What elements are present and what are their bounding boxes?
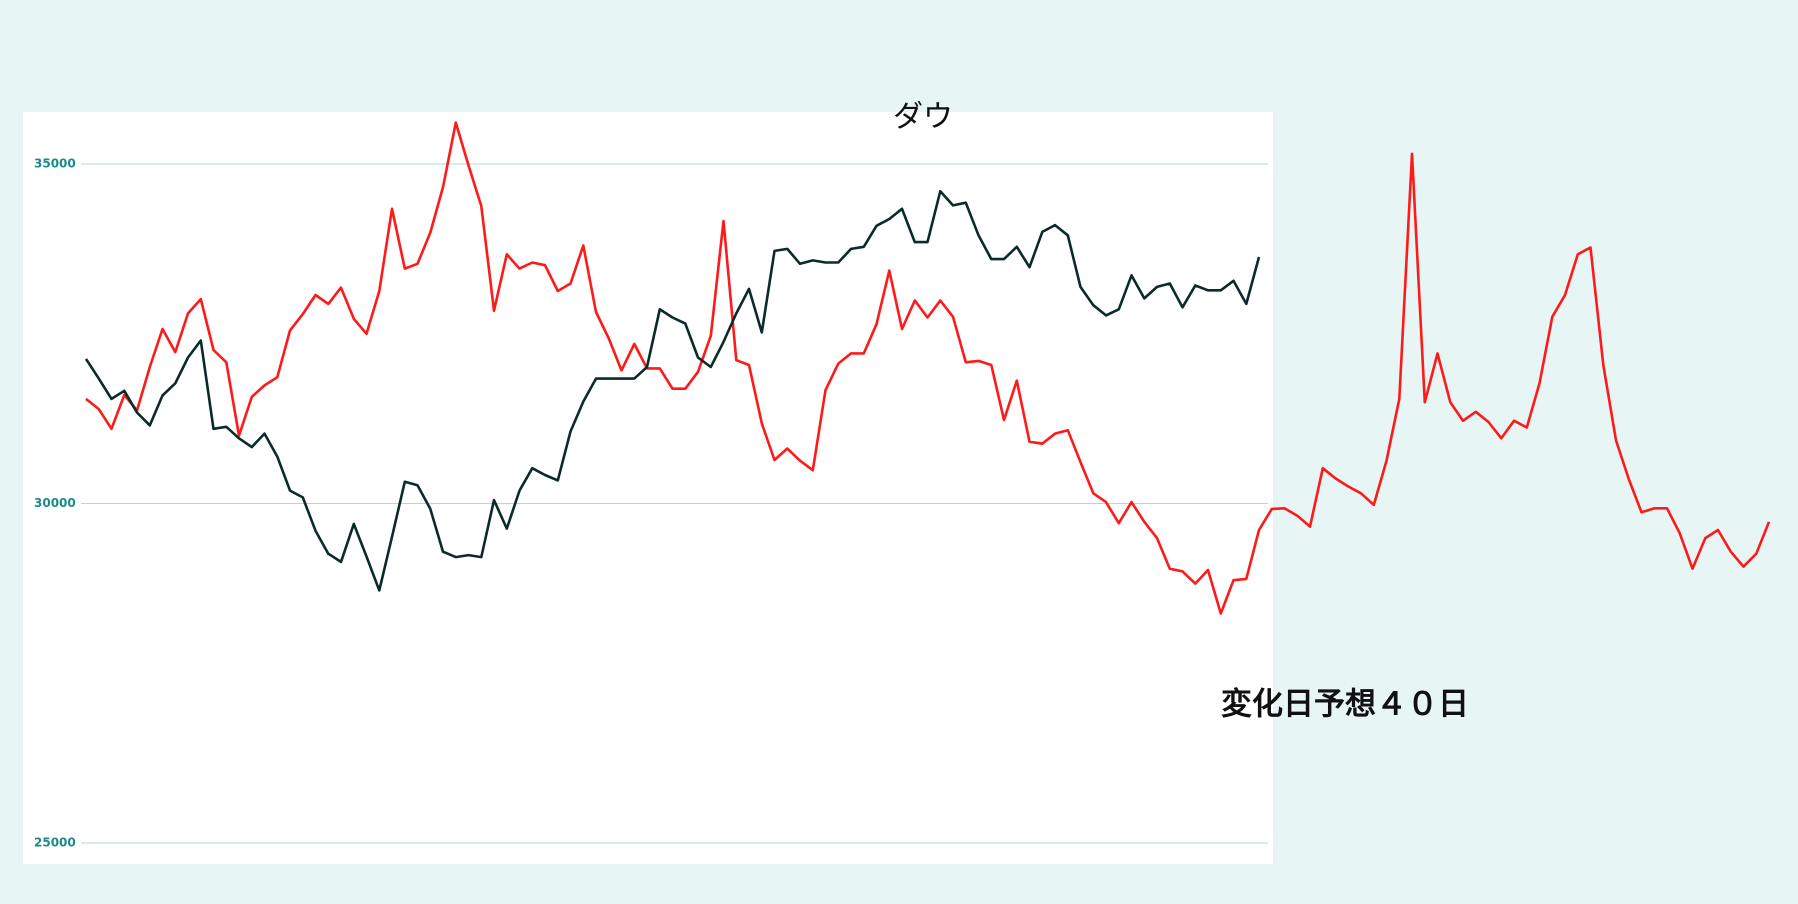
y-tick-label: 35000	[34, 157, 76, 171]
y-tick-label: 25000	[34, 836, 76, 850]
annotation: 変化日予想４０日	[1221, 687, 1469, 723]
y-tick-label: 30000	[34, 496, 76, 510]
plot-panel	[23, 112, 1273, 864]
series-line	[84, 189, 1261, 592]
chart-title: ダウ	[893, 100, 953, 135]
series-line	[85, 121, 1771, 615]
